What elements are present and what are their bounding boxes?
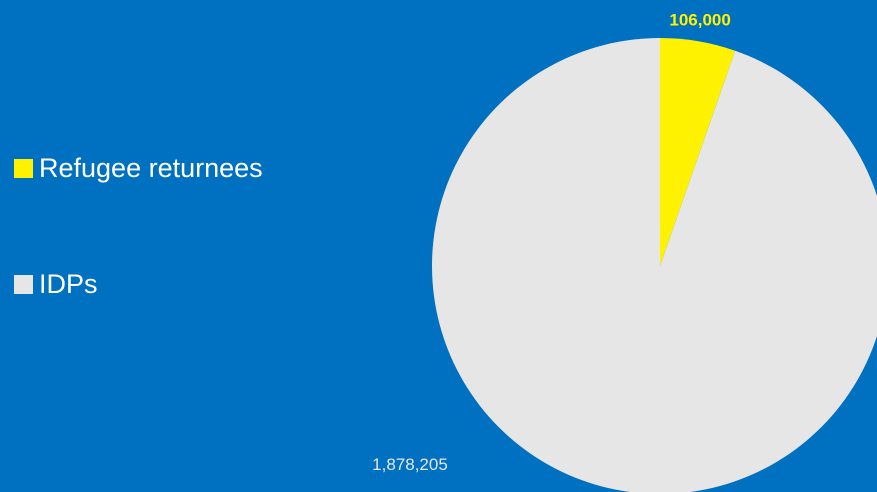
legend-item-refugee-returnees: Refugee returnees [14,148,263,188]
pie-slice-refugee-returnees [660,38,736,266]
legend-label-idps: IDPs [39,269,98,299]
legend-swatch-refugee-returnees [14,158,33,178]
data-label-idps: 1,878,205 [372,455,448,474]
data-label-refugee-returnees: 106,000 [669,10,730,29]
pie-slice-idps [432,38,877,492]
legend: Refugee returnees IDPs [14,148,263,380]
legend-label-refugee-returnees: Refugee returnees [39,153,263,183]
pie-slices [432,38,877,492]
legend-swatch-idps [14,274,33,294]
legend-item-idps: IDPs [14,264,263,304]
data-labels: 106,000 1,878,205 [372,10,731,474]
